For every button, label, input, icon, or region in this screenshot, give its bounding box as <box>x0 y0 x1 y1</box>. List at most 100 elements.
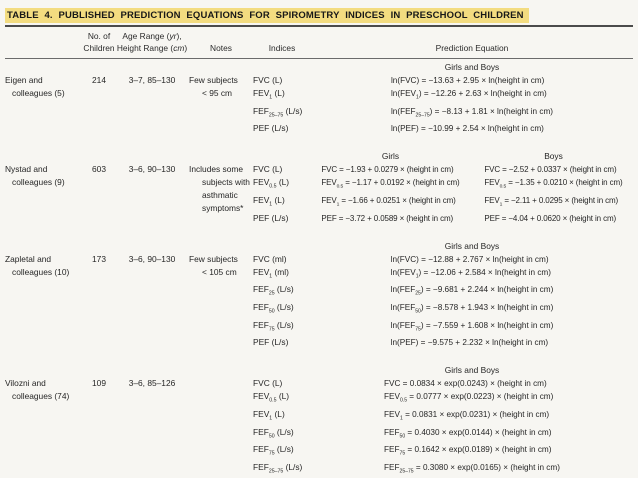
study-notes: Few subjects < 105 cm <box>189 240 253 350</box>
index-label: FVC (ml) <box>253 253 287 264</box>
age-height-range: 3–7, 85–130 <box>128 75 176 85</box>
study-indices: FVC (L) FEV0.5 (L) FEV1 (L) PEF (L/s) <box>253 150 311 224</box>
author-line: colleagues (5) <box>12 88 65 98</box>
equation: FEF75 = 0.1642 × exp(0.0189) × (height i… <box>384 445 552 457</box>
equation: ln(FVC) = −12.88 + 2.767 × ln(height in … <box>390 254 549 264</box>
equation: FEF25–75 = 0.3080 × exp(0.0165) × (heigh… <box>384 462 560 475</box>
index-label: FEF75 (L/s) <box>253 444 294 458</box>
study-equations: Girls FVC = −1.93 + 0.0279 × (height in c… <box>311 150 633 224</box>
study-equations: Girls and Boys ln(FVC) = −13.63 + 2.95 × … <box>311 61 633 135</box>
equation: PEF = −3.72 + 0.0589 × (height in cm) <box>321 213 454 223</box>
author-line: Nystad and <box>5 164 48 175</box>
study-indices: FVC (ml) FEV1 (ml) FEF25 (L/s) FEF50 (L/s) F… <box>253 240 311 350</box>
index-label: FEF25–75 (L/s) <box>253 462 303 475</box>
study-section: Eigen and colleagues (5) 214 3–7, 85–130 Few… <box>5 61 633 135</box>
index-label: FEV0.5 (L) <box>253 177 290 191</box>
note-line: symptoms* <box>202 203 244 214</box>
equation: FEV0.5 = −1.35 + 0.0210 × (height in cm) <box>484 178 623 190</box>
col-header-equation: Prediction Equation <box>435 42 509 53</box>
table-title: TABLE 4. PUBLISHED PREDICTION EQUATIONS … <box>5 8 529 23</box>
equation: FEV0.5 = −1.17 + 0.0192 × (height in cm) <box>321 178 460 190</box>
age-height-range: 3–6, 85–126 <box>128 378 176 389</box>
table-body: Eigen and colleagues (5) 214 3–7, 85–130 Few… <box>5 59 633 478</box>
study-author: Vilozni and colleagues (74) <box>5 364 83 478</box>
index-label: FVC (L) <box>253 378 283 389</box>
header-rule <box>5 58 633 59</box>
index-label: PEF (L/s) <box>253 212 289 223</box>
study-section: Zapletal and colleagues (10) 173 3–6, 90–13… <box>5 240 633 350</box>
study-notes <box>189 364 253 478</box>
equation: FEV1 = −1.66 + 0.0251 × (height in cm) <box>321 195 456 208</box>
equation-block: FVC = 0.0834 × exp(0.0243) × (height in … <box>384 377 560 478</box>
equation: FEF50 = 0.4030 × exp(0.0144) × (height i… <box>384 427 552 440</box>
note-line: asthmatic <box>202 190 238 201</box>
equation-group: Girls FVC = −1.93 + 0.0279 × (height in c… <box>311 150 470 224</box>
sex-group-header: Boys <box>544 151 563 162</box>
study-author: Zapletal and colleagues (10) <box>5 240 83 350</box>
study-indices: FVC (L) FEV1 (L) FEF25–75 (L/s) PEF (L/s) <box>253 61 311 135</box>
author-line: Eigen and <box>5 75 43 85</box>
index-label: FEV1 (L) <box>253 88 285 101</box>
sex-group-header: Girls and Boys <box>444 240 500 251</box>
equation: FEV0.5 = 0.0777 × exp(0.0223) × (height … <box>384 392 554 405</box>
equation: ln(PEF) = −10.99 + 2.54 × ln(height in c… <box>390 124 544 134</box>
equation: ln(FEF75) = −7.559 + 1.608 × ln(height i… <box>390 320 554 333</box>
equation-block: ln(FVC) = −12.88 + 2.767 × ln(height in … <box>391 253 554 350</box>
study-author: Eigen and colleagues (5) <box>5 61 83 135</box>
col-header-range: Age Range (yr), Height Range (cm) <box>115 31 189 54</box>
equation-block: FVC = −2.52 + 0.0337 × (height in cm) FEV… <box>484 163 622 224</box>
equation-group: Girls and Boys FVC = 0.0834 × exp(0.0243)… <box>311 364 633 478</box>
study-indices: FVC (L) FEV0.5 (L) FEV1 (L) FEF50 (L/s) FEF7… <box>253 364 311 478</box>
note-line: < 105 cm <box>202 266 237 277</box>
col-header-range-line2: Height Range (cm) <box>116 42 188 53</box>
note-line: Few subjects <box>189 75 238 85</box>
children-count: 603 <box>92 164 106 175</box>
equation: FVC = −2.52 + 0.0337 × (height in cm) <box>484 165 617 175</box>
author-line: colleagues (9) <box>12 177 65 188</box>
index-label: FEV0.5 (L) <box>253 391 290 405</box>
col-header-children-line2: Children <box>83 42 115 53</box>
study-author: Nystad and colleagues (9) <box>5 150 83 224</box>
author-line: colleagues (74) <box>12 391 70 402</box>
col-header-children-line1: No. of <box>87 31 111 41</box>
equation: PEF = −4.04 + 0.0620 × (height in cm) <box>484 213 617 223</box>
table-title-row: TABLE 4. PUBLISHED PREDICTION EQUATIONS … <box>5 4 633 25</box>
study-section: Vilozni and colleagues (74) 109 3–6, 85–126… <box>5 364 633 478</box>
author-line: Vilozni and <box>5 378 46 389</box>
study-section: Nystad and colleagues (9) 603 3–6, 90–130 In… <box>5 150 633 224</box>
equation-group: Girls and Boys ln(FVC) = −12.88 + 2.767 ×… <box>311 240 633 350</box>
index-label: FEF75 (L/s) <box>253 319 294 333</box>
index-label: FVC (L) <box>253 164 283 175</box>
equation: ln(PEF) = −9.575 + 2.232 × ln(height in … <box>390 338 549 348</box>
equation: FVC = −1.93 + 0.0279 × (height in cm) <box>321 165 454 175</box>
age-height-range: 3–6, 90–130 <box>128 253 176 264</box>
note-line: Includes some <box>189 164 243 175</box>
index-label: FEV1 (L) <box>253 195 285 208</box>
sex-group-header: Girls and Boys <box>444 365 500 376</box>
col-header-notes: Notes <box>210 42 232 53</box>
index-label: FEV1 (ml) <box>253 266 289 280</box>
study-notes: Includes some subjects with asthmatic sympt… <box>189 150 253 224</box>
index-label: PEF (L/s) <box>253 337 289 348</box>
study-equations: Girls and Boys FVC = 0.0834 × exp(0.0243)… <box>311 364 633 478</box>
equation: FEV1 = 0.0831 × exp(0.0231) × (height in… <box>384 410 550 422</box>
author-line: colleagues (10) <box>12 266 70 277</box>
study-notes: Few subjects < 95 cm <box>189 61 253 135</box>
column-headers: No. of Children Age Range (yr), Height R… <box>5 27 633 58</box>
equation: ln(FEV1) = −12.06 + 2.584 × ln(height in… <box>390 267 551 280</box>
equation: ln(FEV1) = −12.26 + 2.63 × ln(height in … <box>390 89 547 101</box>
index-label: FEF25 (L/s) <box>253 284 294 298</box>
author-line: Zapletal and <box>5 253 52 264</box>
index-label: FEV1 (L) <box>253 409 285 422</box>
sex-group-header: Girls <box>381 151 400 162</box>
sex-group-header: Girls and Boys <box>444 62 500 72</box>
equation-group: Boys FVC = −2.52 + 0.0337 × (height in cm… <box>474 150 633 224</box>
equation: ln(FEF50) = −8.578 + 1.943 × ln(height i… <box>390 302 554 315</box>
children-count: 214 <box>92 75 106 85</box>
equation: ln(FEF25–75) = −8.13 + 1.81 × ln(height … <box>390 106 554 119</box>
children-count: 173 <box>92 253 106 264</box>
index-label: FEF50 (L/s) <box>253 302 294 315</box>
equation: ln(FVC) = −13.63 + 2.95 × ln(height in c… <box>390 76 545 85</box>
age-height-range: 3–6, 90–130 <box>128 164 176 175</box>
